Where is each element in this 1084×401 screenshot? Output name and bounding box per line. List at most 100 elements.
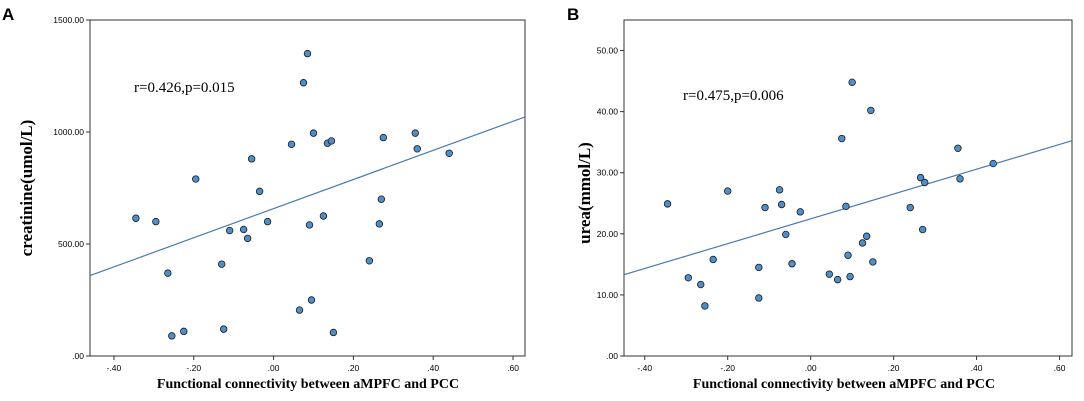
points-layer <box>132 49 453 340</box>
data-point <box>192 175 200 183</box>
data-point <box>724 187 732 195</box>
x-tick-label: .20 <box>347 363 359 373</box>
panel-b: B -.40 -.20 .00 .20 .40 .60 .00 10.00 20.00 30.00… <box>567 5 1073 392</box>
x-tick-label: .60 <box>507 363 519 373</box>
data-point <box>844 251 852 259</box>
x-tick-label: .00 <box>805 363 817 373</box>
data-point <box>956 175 964 183</box>
correlation-annotation: r=0.426,p=0.015 <box>134 80 235 96</box>
data-point <box>833 275 842 284</box>
data-point <box>377 195 386 203</box>
data-point <box>788 260 796 268</box>
data-point <box>152 217 160 226</box>
x-tick-label: .40 <box>971 363 983 373</box>
data-point <box>761 203 769 212</box>
data-point <box>309 129 318 137</box>
x-tick-label: -.20 <box>186 363 201 373</box>
y-tick-label: .00 <box>72 351 84 361</box>
data-point <box>869 258 877 266</box>
data-point <box>132 214 140 222</box>
y-tick-label: 500.00 <box>58 239 84 249</box>
y-tick-label: 10.00 <box>597 290 619 300</box>
data-point <box>921 178 929 187</box>
x-tick-label: -.40 <box>107 363 122 373</box>
data-point <box>319 212 328 220</box>
data-point <box>954 144 962 152</box>
correlation-annotation: r=0.475,p=0.006 <box>683 88 784 104</box>
data-point <box>411 129 419 137</box>
data-point <box>838 134 846 143</box>
y-tick-label: 30.00 <box>597 168 619 178</box>
data-point <box>916 173 925 182</box>
data-point <box>755 294 763 302</box>
data-point <box>777 200 786 209</box>
data-point <box>255 187 264 196</box>
data-point <box>709 255 717 264</box>
y-axis-title: urea(mmol/L) <box>575 142 594 244</box>
y-tick-label: 1000.00 <box>53 127 84 137</box>
data-point <box>825 270 834 278</box>
data-point <box>796 208 804 216</box>
data-point <box>989 159 997 168</box>
data-point <box>867 106 875 115</box>
data-point <box>217 260 226 268</box>
data-point <box>164 269 172 277</box>
ticks-layer: -.40 -.20 .00 .20 .40 .60 .00 500.00 1000.00 1500… <box>53 15 519 373</box>
data-point <box>697 280 705 289</box>
plot-frame <box>89 19 526 357</box>
data-point <box>307 296 316 304</box>
data-point <box>782 230 790 239</box>
panel-label: A <box>2 5 14 24</box>
data-point <box>168 332 176 340</box>
x-axis-title: Functional connectivity between aMPFC an… <box>693 377 995 392</box>
data-point <box>413 145 421 153</box>
data-point <box>663 200 672 208</box>
data-point <box>918 225 927 234</box>
data-point <box>243 234 252 243</box>
data-point <box>287 140 296 149</box>
x-tick-label: .60 <box>1054 363 1066 373</box>
x-tick-label: -.40 <box>637 363 652 373</box>
data-point <box>755 263 763 272</box>
data-point <box>906 203 914 212</box>
data-point <box>295 306 304 314</box>
data-point <box>775 186 784 194</box>
panel-a: A -.40 -.20 .00 .20 .40 .60 .00 500.00 1000.00 15… <box>2 5 526 392</box>
x-tick-label: .40 <box>427 363 439 373</box>
y-tick-label: 40.00 <box>597 107 619 117</box>
y-tick-label: 50.00 <box>597 46 619 56</box>
y-tick-label: .00 <box>606 351 618 361</box>
data-point <box>263 217 272 226</box>
data-point <box>846 272 854 281</box>
data-point <box>375 220 384 228</box>
ticks-layer: -.40 -.20 .00 .20 .40 .60 .00 10.00 20.00 30.00 40… <box>597 46 1066 373</box>
data-point <box>848 78 856 87</box>
data-point <box>379 133 388 142</box>
x-tick-label: .20 <box>888 363 900 373</box>
data-point <box>701 302 709 310</box>
x-tick-label: .00 <box>268 363 280 373</box>
x-tick-label: -.20 <box>720 363 735 373</box>
data-point <box>303 49 312 58</box>
data-point <box>684 274 692 282</box>
data-point <box>327 137 336 145</box>
data-point <box>445 149 453 157</box>
panel-label: B <box>567 5 579 24</box>
y-axis-title: creatinine(umol/L) <box>17 120 36 257</box>
fit-line <box>89 116 526 277</box>
data-point <box>239 225 248 234</box>
data-point <box>365 257 374 265</box>
data-point <box>329 328 338 337</box>
data-point <box>299 79 308 87</box>
points-layer <box>663 78 997 310</box>
data-point <box>858 239 867 247</box>
data-point <box>842 202 850 211</box>
data-point <box>219 325 228 333</box>
plot-frame <box>623 19 1073 357</box>
data-point <box>225 226 234 235</box>
y-tick-label: 20.00 <box>597 229 619 239</box>
y-tick-label: 1500.00 <box>53 15 84 25</box>
x-axis-title: Functional connectivity between aMPFC an… <box>157 377 459 392</box>
data-point <box>180 327 188 336</box>
